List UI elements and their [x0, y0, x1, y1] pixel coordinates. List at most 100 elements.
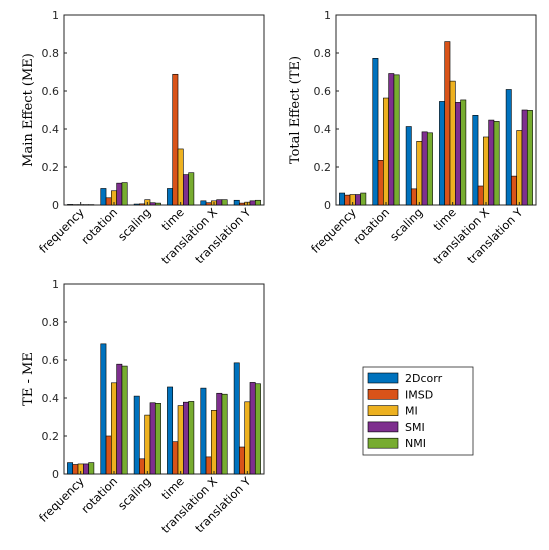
bar — [249, 200, 256, 206]
y-tick-label: 1 — [52, 278, 59, 291]
category-label: time — [159, 474, 187, 502]
panel-te-minus-me: TE - ME 0 0.2 0.4 0.6 0.8 1 frequencyrotation… — [21, 278, 265, 536]
bar — [116, 363, 123, 475]
bar — [449, 80, 456, 206]
category-label: rotation — [78, 205, 120, 247]
legend-label: SMI — [405, 421, 425, 434]
bar — [216, 392, 223, 475]
bar — [167, 386, 174, 475]
category-label: rotation — [78, 474, 120, 516]
bar — [426, 132, 433, 206]
legend-label: IMSD — [405, 388, 433, 401]
bar — [205, 202, 212, 206]
bar — [100, 343, 107, 475]
y-tick-label: 0.2 — [42, 430, 60, 443]
bar — [393, 74, 400, 206]
bar — [205, 456, 212, 475]
bar — [154, 202, 161, 206]
bar — [200, 387, 207, 475]
bar — [505, 89, 512, 206]
bar — [100, 188, 107, 206]
y-ticks: 0 0.2 0.4 0.6 0.8 1 — [42, 9, 67, 212]
category-label: frequency — [36, 205, 87, 256]
bar — [200, 200, 207, 206]
bar — [133, 203, 140, 206]
bar — [221, 199, 228, 206]
y-ticks: 0 0.2 0.4 0.6 0.8 1 — [42, 278, 67, 481]
y-tick-label: 0.6 — [314, 85, 332, 98]
bar — [516, 130, 523, 206]
bar — [493, 121, 500, 206]
bar — [488, 119, 495, 206]
bar — [67, 462, 74, 475]
y-tick-label: 0.8 — [314, 47, 332, 60]
bar — [405, 126, 412, 206]
bar — [183, 401, 189, 475]
axes-box — [335, 14, 537, 206]
y-tick-label: 0.2 — [42, 161, 60, 174]
y-axis-label: Main Effect (ME) — [21, 53, 36, 167]
y-tick-label: 0.6 — [42, 354, 60, 367]
bar — [154, 403, 161, 475]
legend-swatch — [367, 437, 399, 449]
y-ticks: 0 0.2 0.4 0.6 0.8 1 — [314, 9, 339, 212]
bar — [483, 136, 489, 206]
bar — [111, 382, 117, 475]
bar — [360, 192, 367, 206]
category-label: scaling — [115, 205, 153, 243]
legend-label: NMI — [405, 437, 426, 450]
panel-main-effect: Main Effect (ME) 0 0.2 0.4 0.6 0.8 1 frequenc… — [21, 9, 265, 267]
bar — [460, 99, 467, 206]
bar — [105, 197, 112, 206]
panel-total-effect: Total Effect (TE) 0 0.2 0.4 0.6 0.8 1 frequen… — [288, 9, 537, 267]
bar — [254, 383, 261, 475]
bar — [149, 402, 156, 475]
legend-label: 2Dcorr — [405, 372, 443, 385]
bar — [388, 73, 395, 206]
bar — [116, 182, 123, 206]
y-tick-label: 0 — [52, 468, 59, 481]
bar — [254, 199, 261, 206]
bar — [167, 188, 174, 206]
bar — [233, 199, 240, 206]
bar — [188, 172, 195, 206]
bar — [233, 362, 240, 475]
bar — [383, 97, 389, 206]
bar — [177, 405, 184, 475]
bar — [455, 102, 461, 206]
bar — [511, 175, 517, 206]
bar — [144, 414, 151, 475]
y-tick-label: 0 — [52, 199, 59, 212]
bar — [67, 204, 74, 206]
category-label: time — [431, 205, 459, 233]
axes-box — [63, 283, 265, 475]
y-tick-label: 0.4 — [42, 123, 60, 136]
bar — [416, 141, 423, 206]
y-tick-label: 0.6 — [42, 85, 60, 98]
bar — [339, 192, 346, 206]
bar — [149, 202, 156, 206]
bar — [188, 401, 195, 475]
bar — [521, 109, 528, 206]
bar — [439, 101, 446, 206]
legend-swatch — [367, 405, 399, 416]
legend-swatch — [367, 421, 399, 433]
category-label: frequency — [36, 474, 87, 525]
bar — [239, 446, 245, 475]
y-tick-label: 0 — [324, 199, 331, 212]
bar — [121, 182, 128, 206]
bar — [211, 410, 217, 475]
bar — [216, 199, 223, 206]
category-label: time — [159, 205, 187, 233]
bar — [172, 73, 179, 206]
bar — [377, 160, 384, 206]
bar — [177, 148, 184, 206]
bar — [121, 365, 128, 475]
y-tick-label: 0.8 — [42, 316, 60, 329]
bar — [372, 58, 379, 206]
bars — [67, 343, 261, 475]
